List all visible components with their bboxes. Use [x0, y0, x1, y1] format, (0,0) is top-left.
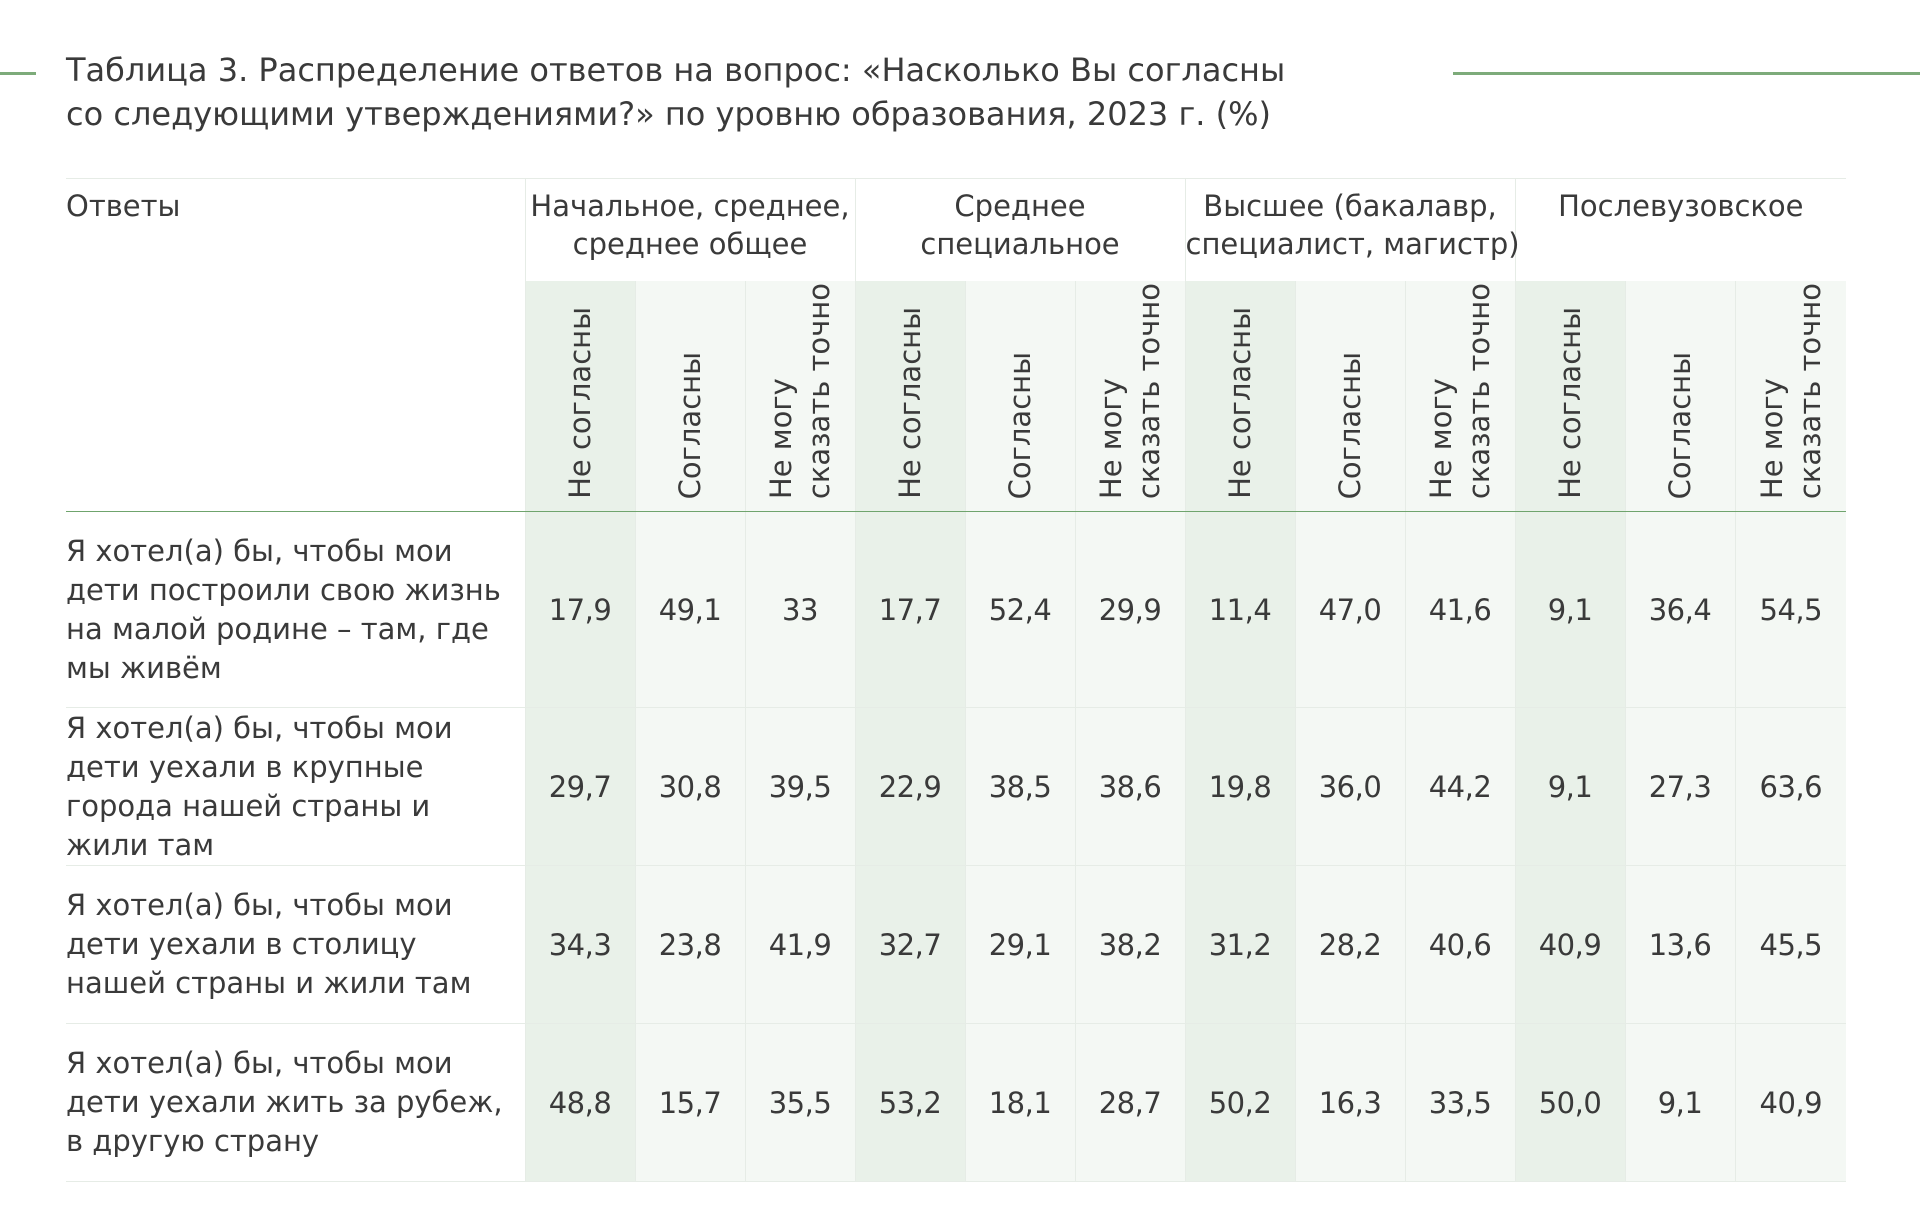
table-cell: 16,3	[1294, 1023, 1406, 1182]
row-label: Я хотел(а) бы, чтобы мои дети построили …	[66, 511, 525, 708]
table-cell: 29,1	[964, 865, 1075, 1024]
table-cell: 44,2	[1404, 707, 1516, 866]
table-cell: 38,2	[1074, 865, 1186, 1024]
row-label: Я хотел(а) бы, чтобы мои дети уехали жит…	[66, 1023, 525, 1182]
subheader-disagree-2: Не согласны	[854, 281, 965, 512]
table-row: Я хотел(а) бы, чтобы мои дети уехали в к…	[66, 707, 1847, 866]
table-cell: 63,6	[1734, 707, 1847, 866]
answers-header: Ответы	[66, 178, 525, 512]
table-cell: 50,0	[1514, 1023, 1626, 1182]
row-label: Я хотел(а) бы, чтобы мои дети уехали в с…	[66, 865, 525, 1024]
table-cell: 15,7	[634, 1023, 745, 1182]
table-cell: 40,6	[1404, 865, 1516, 1024]
table-cell: 33,5	[1404, 1023, 1516, 1182]
table-cell: 41,9	[744, 865, 855, 1024]
table-cell: 36,0	[1294, 707, 1406, 866]
table-cell: 31,2	[1184, 865, 1296, 1024]
table-cell: 39,5	[744, 707, 855, 866]
table-cell: 41,6	[1404, 511, 1516, 708]
table-cell: 34,3	[524, 865, 635, 1024]
table-row: Я хотел(а) бы, чтобы мои дети уехали жит…	[66, 1023, 1847, 1182]
subheader-agree-3: Согласны	[1294, 281, 1406, 512]
decorative-line-left	[0, 72, 36, 75]
table-cell: 50,2	[1184, 1023, 1296, 1182]
group-header-higher: Высшее (бакалавр, специалист, магистр)	[1184, 178, 1520, 281]
table-cell: 28,7	[1074, 1023, 1186, 1182]
table-cell: 22,9	[854, 707, 965, 866]
table-cell: 45,5	[1734, 865, 1847, 1024]
table-row: Я хотел(а) бы, чтобы мои дети построили …	[66, 511, 1847, 708]
table-cell: 27,3	[1624, 707, 1736, 866]
header-row-subcolumns: Не согласны Согласны Не могу сказать точно Н…	[66, 281, 1847, 512]
subheader-disagree-3: Не согласны	[1184, 281, 1296, 512]
subheader-unsure-3: Не могу сказать точно	[1404, 281, 1516, 512]
table-cell: 19,8	[1184, 707, 1296, 866]
table-cell: 9,1	[1624, 1023, 1736, 1182]
table-cell: 11,4	[1184, 511, 1296, 708]
table-cell: 52,4	[964, 511, 1075, 708]
table-cell: 29,9	[1074, 511, 1186, 708]
table-cell: 53,2	[854, 1023, 965, 1182]
row-label: Я хотел(а) бы, чтобы мои дети уехали в к…	[66, 707, 525, 866]
table-cell: 28,2	[1294, 865, 1406, 1024]
table-cell: 29,7	[524, 707, 635, 866]
decorative-line-right	[1453, 72, 1920, 75]
table-cell: 33	[744, 511, 855, 708]
table-cell: 38,6	[1074, 707, 1186, 866]
table-cell: 40,9	[1734, 1023, 1847, 1182]
table-cell: 35,5	[744, 1023, 855, 1182]
subheader-disagree-4: Не согласны	[1514, 281, 1626, 512]
table-cell: 40,9	[1514, 865, 1626, 1024]
subheader-agree-1: Согласны	[634, 281, 745, 512]
table-cell: 54,5	[1734, 511, 1847, 708]
table-cell: 49,1	[634, 511, 745, 708]
table-cell: 23,8	[634, 865, 745, 1024]
subheader-agree-4: Согласны	[1624, 281, 1736, 512]
table-cell: 17,9	[524, 511, 635, 708]
subheader-unsure-4: Не могу сказать точно	[1734, 281, 1847, 512]
subheader-unsure-1: Не могу сказать точно	[744, 281, 855, 512]
group-header-postgraduate: Послевузовское	[1514, 178, 1847, 281]
table-cell: 9,1	[1514, 707, 1626, 866]
subheader-disagree-1: Не согласны	[524, 281, 635, 512]
table-cell: 18,1	[964, 1023, 1075, 1182]
table-cell: 13,6	[1624, 865, 1736, 1024]
table-cell: 48,8	[524, 1023, 635, 1182]
subheader-agree-2: Согласны	[964, 281, 1075, 512]
table-body: Я хотел(а) бы, чтобы мои дети построили …	[66, 511, 1847, 1182]
table-row: Я хотел(а) бы, чтобы мои дети уехали в с…	[66, 865, 1847, 1024]
header-row-groups: Ответы Начальное, среднее, среднее общее…	[66, 178, 1847, 512]
table-cell: 38,5	[964, 707, 1075, 866]
table-cell: 9,1	[1514, 511, 1626, 708]
data-table: Ответы Начальное, среднее, среднее общее…	[66, 178, 1847, 1182]
table-cell: 32,7	[854, 865, 965, 1024]
table-cell: 47,0	[1294, 511, 1406, 708]
group-header-vocational: Среднее специальное	[854, 178, 1186, 281]
table-cell: 17,7	[854, 511, 965, 708]
table-cell: 30,8	[634, 707, 745, 866]
group-header-basic: Начальное, среднее, среднее общее	[524, 178, 855, 281]
subheader-unsure-2: Не могу сказать точно	[1074, 281, 1186, 512]
table-title: Таблица 3. Распределение ответов на вопр…	[66, 51, 1286, 133]
table-cell: 36,4	[1624, 511, 1736, 708]
